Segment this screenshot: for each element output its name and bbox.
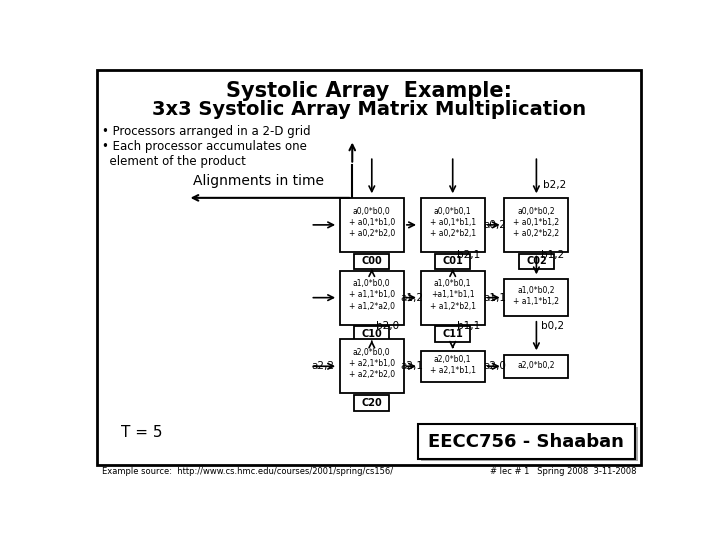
- Text: a1,2: a1,2: [401, 293, 424, 302]
- Text: C02: C02: [526, 256, 546, 266]
- FancyBboxPatch shape: [340, 271, 404, 325]
- Text: a1,1: a1,1: [483, 293, 506, 302]
- Text: a2,0: a2,0: [483, 361, 506, 372]
- Text: b1,2: b1,2: [541, 250, 564, 260]
- FancyBboxPatch shape: [354, 326, 390, 342]
- Text: a1,0*b0,1
+a1,1*b1,1
+ a1,2*b2,1: a1,0*b0,1 +a1,1*b1,1 + a1,2*b2,1: [430, 279, 476, 310]
- FancyBboxPatch shape: [435, 326, 470, 342]
- Text: a0,2: a0,2: [483, 220, 506, 230]
- Text: a0,0*b0,2
+ a0,1*b1,2
+ a0,2*b2,2: a0,0*b0,2 + a0,1*b1,2 + a0,2*b2,2: [513, 207, 559, 238]
- Text: a0,0*b0,1
+ a0,1*b1,1
+ a0,2*b2,1: a0,0*b0,1 + a0,1*b1,1 + a0,2*b2,1: [430, 207, 476, 238]
- Text: a0,0*b0,0
+ a0,1*b1,0
+ a0,2*b2,0: a0,0*b0,0 + a0,1*b1,0 + a0,2*b2,0: [348, 207, 395, 238]
- Text: a1,0*b0,2
+ a1,1*b1,2: a1,0*b0,2 + a1,1*b1,2: [513, 286, 559, 306]
- FancyBboxPatch shape: [420, 198, 485, 252]
- Text: a2,0*b0,2: a2,0*b0,2: [518, 361, 555, 369]
- FancyBboxPatch shape: [435, 254, 470, 269]
- FancyBboxPatch shape: [96, 70, 642, 465]
- FancyBboxPatch shape: [420, 271, 485, 325]
- Text: # lec # 1   Spring 2008  3-11-2008: # lec # 1 Spring 2008 3-11-2008: [490, 467, 637, 476]
- Text: b2,0: b2,0: [377, 321, 400, 330]
- FancyBboxPatch shape: [340, 198, 404, 252]
- FancyBboxPatch shape: [504, 355, 569, 377]
- FancyBboxPatch shape: [354, 254, 390, 269]
- Text: Alignments in time: Alignments in time: [193, 174, 324, 188]
- Text: b2,2: b2,2: [543, 180, 567, 191]
- FancyBboxPatch shape: [420, 350, 485, 382]
- FancyBboxPatch shape: [504, 279, 569, 316]
- FancyBboxPatch shape: [518, 254, 554, 269]
- Text: EECC756 - Shaaban: EECC756 - Shaaban: [428, 433, 624, 450]
- FancyBboxPatch shape: [340, 339, 404, 393]
- FancyBboxPatch shape: [504, 198, 569, 252]
- Text: a2,2: a2,2: [312, 361, 335, 372]
- Text: a1,0*b0,0
+ a1,1*b1,0
+ a1,2*a2,0: a1,0*b0,0 + a1,1*b1,0 + a1,2*a2,0: [348, 279, 395, 310]
- Text: b2,1: b2,1: [457, 250, 480, 260]
- Text: Example source:  http://www.cs.hmc.edu/courses/2001/spring/cs156/: Example source: http://www.cs.hmc.edu/co…: [102, 467, 393, 476]
- Text: Systolic Array  Example:: Systolic Array Example:: [226, 82, 512, 102]
- Text: C10: C10: [361, 329, 382, 339]
- Text: C20: C20: [361, 398, 382, 408]
- Text: a2,0*b0,0
+ a2,1*b1,0
+ a2,2*b2,0: a2,0*b0,0 + a2,1*b1,0 + a2,2*b2,0: [348, 348, 395, 379]
- Text: b1,1: b1,1: [457, 321, 480, 330]
- Text: 3x3 Systolic Array Matrix Multiplication: 3x3 Systolic Array Matrix Multiplication: [152, 100, 586, 119]
- Text: T = 5: T = 5: [121, 426, 162, 440]
- Text: a2,1: a2,1: [401, 361, 424, 372]
- Text: • Processors arranged in a 2-D grid: • Processors arranged in a 2-D grid: [102, 125, 311, 138]
- Text: C11: C11: [442, 329, 463, 339]
- FancyBboxPatch shape: [354, 395, 390, 411]
- Text: C01: C01: [442, 256, 463, 266]
- Text: • Each processor accumulates one
  element of the product: • Each processor accumulates one element…: [102, 140, 307, 168]
- Text: b0,2: b0,2: [541, 321, 564, 330]
- Text: C00: C00: [361, 256, 382, 266]
- FancyBboxPatch shape: [421, 427, 638, 461]
- FancyBboxPatch shape: [418, 424, 634, 458]
- Text: a2,0*b0,1
+ a2,1*b1,1: a2,0*b0,1 + a2,1*b1,1: [430, 355, 476, 375]
